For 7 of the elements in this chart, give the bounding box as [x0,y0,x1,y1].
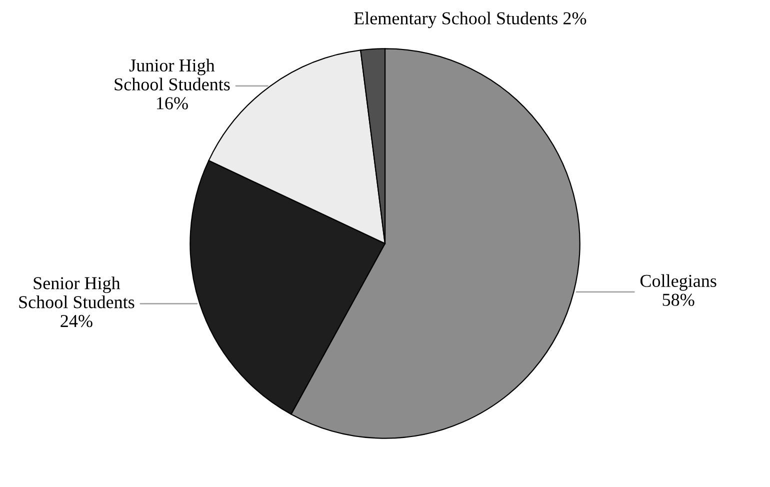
slice-label: Collegians [640,274,716,291]
data-label: 24% [60,314,92,328]
data-label: 58% [662,294,694,306]
slice-label: Senior High School Students [19,276,134,308]
data-label: 16% [157,97,188,110]
slice-label: Junior High School Students [114,58,230,90]
slice-label: Elementary School Students 2% [354,12,586,28]
